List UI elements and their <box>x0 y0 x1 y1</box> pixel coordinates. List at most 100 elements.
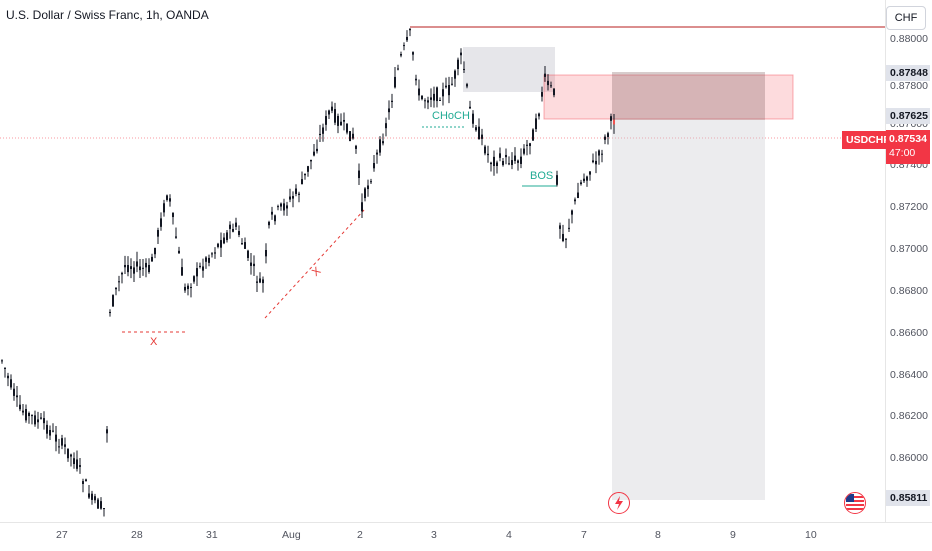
candle-body <box>391 100 393 103</box>
candle-body <box>109 311 111 314</box>
candlestick-series <box>1 28 615 517</box>
short-position-risk[interactable] <box>612 72 765 120</box>
candle-body <box>211 253 213 255</box>
candle-body <box>28 413 30 417</box>
supply-zone-box-red[interactable] <box>543 74 794 120</box>
candle-body <box>46 424 48 434</box>
candle-body <box>286 205 288 209</box>
price-tag-entry: 0.87625 <box>886 108 930 124</box>
candle-body <box>145 262 147 268</box>
candle-body <box>352 133 354 139</box>
price-tag-lower: 0.85811 <box>886 490 930 506</box>
candle-body <box>43 418 45 424</box>
candle-body <box>172 212 174 218</box>
candle-body <box>388 108 390 113</box>
candle-body <box>250 262 252 266</box>
candle-body <box>283 203 285 211</box>
chart-area[interactable]: U.S. Dollar / Swiss Franc, 1h, OANDA CHo… <box>0 0 885 522</box>
candle-body <box>256 281 258 283</box>
lightning-icon[interactable] <box>608 492 630 514</box>
supply-zone-box-upper[interactable] <box>463 47 555 92</box>
candle-body <box>523 148 525 154</box>
candle-body <box>460 52 462 56</box>
time-tick-label: 8 <box>655 529 661 541</box>
candle-body <box>175 236 177 238</box>
candle-body <box>193 276 195 282</box>
candle-body <box>274 215 276 222</box>
candle-body <box>586 176 588 181</box>
candle-body <box>25 408 27 421</box>
price-chart[interactable] <box>0 0 885 522</box>
candle-body <box>37 419 39 423</box>
candle-body <box>67 448 69 459</box>
candle-body <box>94 496 96 501</box>
candle-body <box>229 224 231 229</box>
candle-body <box>379 139 381 153</box>
candle-body <box>121 272 123 275</box>
candle-body <box>487 153 489 156</box>
candle-body <box>49 429 51 436</box>
candle-body <box>406 36 408 41</box>
candle-body <box>463 68 465 70</box>
candle-body <box>238 231 240 235</box>
choch-label: CHoCH <box>432 110 470 122</box>
candle-body <box>571 210 573 215</box>
candle-body <box>457 59 459 70</box>
candle-body <box>97 499 99 509</box>
candle-body <box>574 199 576 202</box>
candle-body <box>529 143 531 147</box>
candle-body <box>214 252 216 254</box>
candle-body <box>358 170 360 179</box>
candle-body <box>538 113 540 117</box>
candle-body <box>514 155 516 161</box>
us-flag-icon[interactable] <box>844 492 866 514</box>
candle-body <box>34 415 36 425</box>
candle-body <box>61 438 63 446</box>
short-position-target[interactable] <box>612 120 765 500</box>
candle-body <box>493 156 495 167</box>
candle-body <box>55 434 57 442</box>
chart-title: U.S. Dollar / Swiss Franc, 1h, OANDA <box>6 8 209 22</box>
candle-body <box>610 116 612 121</box>
candle-body <box>334 109 336 123</box>
currency-button[interactable]: CHF <box>886 6 926 30</box>
candle-body <box>247 250 249 258</box>
candle-body <box>148 264 150 273</box>
candle-body <box>202 266 204 271</box>
candle-body <box>505 154 507 158</box>
candle-body <box>187 285 189 290</box>
candle-body <box>553 88 555 96</box>
candle-body <box>19 404 21 410</box>
candle-body <box>532 129 534 141</box>
candle-body <box>448 85 450 96</box>
candle-body <box>7 375 9 379</box>
candle-body <box>550 85 552 87</box>
candle-body <box>466 84 468 87</box>
candle-body <box>169 198 171 202</box>
time-axis[interactable]: 27 28 31 Aug 2 3 4 7 8 9 10 <box>0 522 932 551</box>
candle-body <box>535 118 537 130</box>
bos-label: BOS <box>530 170 554 182</box>
candle-body <box>292 196 294 199</box>
candle-body <box>139 266 141 271</box>
candle-body <box>85 479 87 482</box>
candle-body <box>547 80 549 86</box>
candle-body <box>526 144 528 146</box>
candle-body <box>10 379 12 388</box>
candle-body <box>163 203 165 213</box>
candle-body <box>451 83 453 85</box>
candle-body <box>241 243 243 245</box>
candle-body <box>184 286 186 291</box>
price-tick-label: 0.86600 <box>890 327 928 339</box>
candle-body <box>118 281 120 283</box>
candle-body <box>577 192 579 199</box>
candle-body <box>607 133 609 137</box>
candle-body <box>325 116 327 125</box>
candle-body <box>541 92 543 97</box>
x-line-2[interactable] <box>264 209 365 319</box>
candle-body <box>205 257 207 262</box>
candle-body <box>397 68 399 70</box>
price-tick-label: 0.86000 <box>890 452 928 464</box>
candle-body <box>31 415 33 417</box>
countdown-timer: 47:00 <box>889 147 916 159</box>
